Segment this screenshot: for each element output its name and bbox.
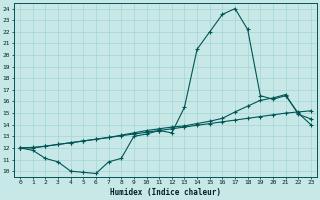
X-axis label: Humidex (Indice chaleur): Humidex (Indice chaleur): [110, 188, 221, 197]
